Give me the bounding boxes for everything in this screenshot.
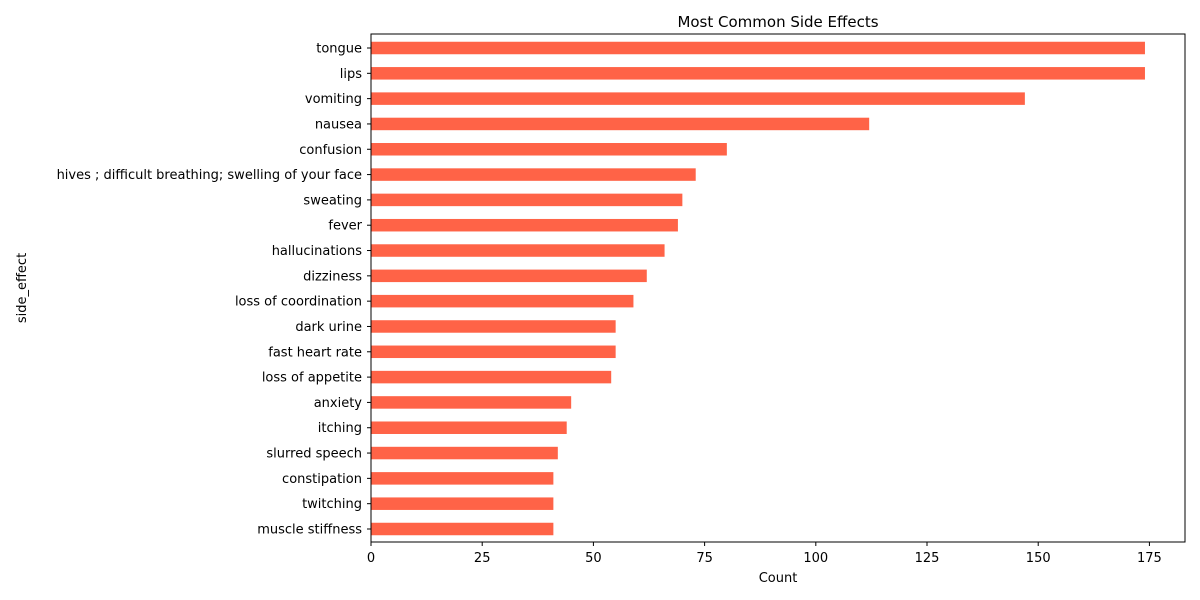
bar	[371, 294, 634, 308]
y-tick-label: dizziness	[303, 269, 362, 284]
y-tick-label: loss of appetite	[262, 371, 362, 386]
x-tick-label: 0	[367, 551, 375, 566]
bar	[371, 41, 1145, 55]
bars-group	[371, 41, 1145, 536]
y-tick-label: constipation	[282, 472, 362, 487]
y-axis-label: side_effect	[15, 253, 30, 323]
y-tick-label: slurred speech	[266, 447, 362, 462]
y-tick-label: confusion	[299, 143, 362, 158]
x-tick-label: 150	[1026, 551, 1051, 566]
y-tick-label: twitching	[302, 497, 362, 512]
bar	[371, 446, 558, 460]
bar	[371, 67, 1145, 80]
y-axis-ticks: tongue lips vomiting nausea confusion hives ;…	[57, 42, 371, 538]
y-tick-label: fast heart rate	[268, 345, 362, 360]
x-axis-ticks: 0 25 50 75 100 125 150 175	[367, 542, 1162, 566]
x-axis-label: Count	[759, 571, 798, 586]
x-tick-label: 125	[915, 551, 940, 566]
y-tick-label: muscle stiffness	[257, 523, 362, 538]
x-tick-label: 75	[696, 551, 713, 566]
y-tick-label: tongue	[316, 42, 362, 57]
bar	[371, 522, 554, 536]
y-tick-label: lips	[340, 67, 362, 82]
y-tick-label: itching	[318, 421, 362, 436]
x-tick-label: 175	[1137, 551, 1162, 566]
y-tick-label: anxiety	[314, 396, 363, 411]
x-tick-label: 25	[474, 551, 491, 566]
x-tick-label: 50	[585, 551, 602, 566]
x-tick-label: 100	[803, 551, 828, 566]
bar	[371, 244, 665, 257]
bar	[371, 345, 616, 359]
y-tick-label: dark urine	[295, 320, 362, 335]
bar	[371, 92, 1025, 105]
bar	[371, 218, 678, 232]
bar	[371, 472, 554, 485]
plot-frame	[370, 33, 1186, 543]
y-tick-label: fever	[328, 219, 362, 234]
y-tick-label: sweating	[303, 193, 362, 208]
chart-title: Most Common Side Effects	[677, 13, 878, 31]
y-tick-label: vomiting	[305, 92, 362, 107]
bar	[371, 396, 572, 409]
bar	[371, 117, 870, 131]
bar	[371, 269, 647, 283]
bar	[371, 497, 554, 510]
bar	[371, 370, 612, 384]
bar	[371, 421, 567, 434]
bar	[371, 168, 696, 181]
y-tick-label: loss of coordination	[235, 295, 362, 310]
bar	[371, 320, 616, 333]
bar	[371, 143, 727, 156]
y-tick-label: hives ; difficult breathing; swelling of…	[57, 168, 362, 183]
bar	[371, 193, 683, 207]
y-tick-label: hallucinations	[272, 244, 363, 259]
y-tick-label: nausea	[315, 117, 362, 132]
